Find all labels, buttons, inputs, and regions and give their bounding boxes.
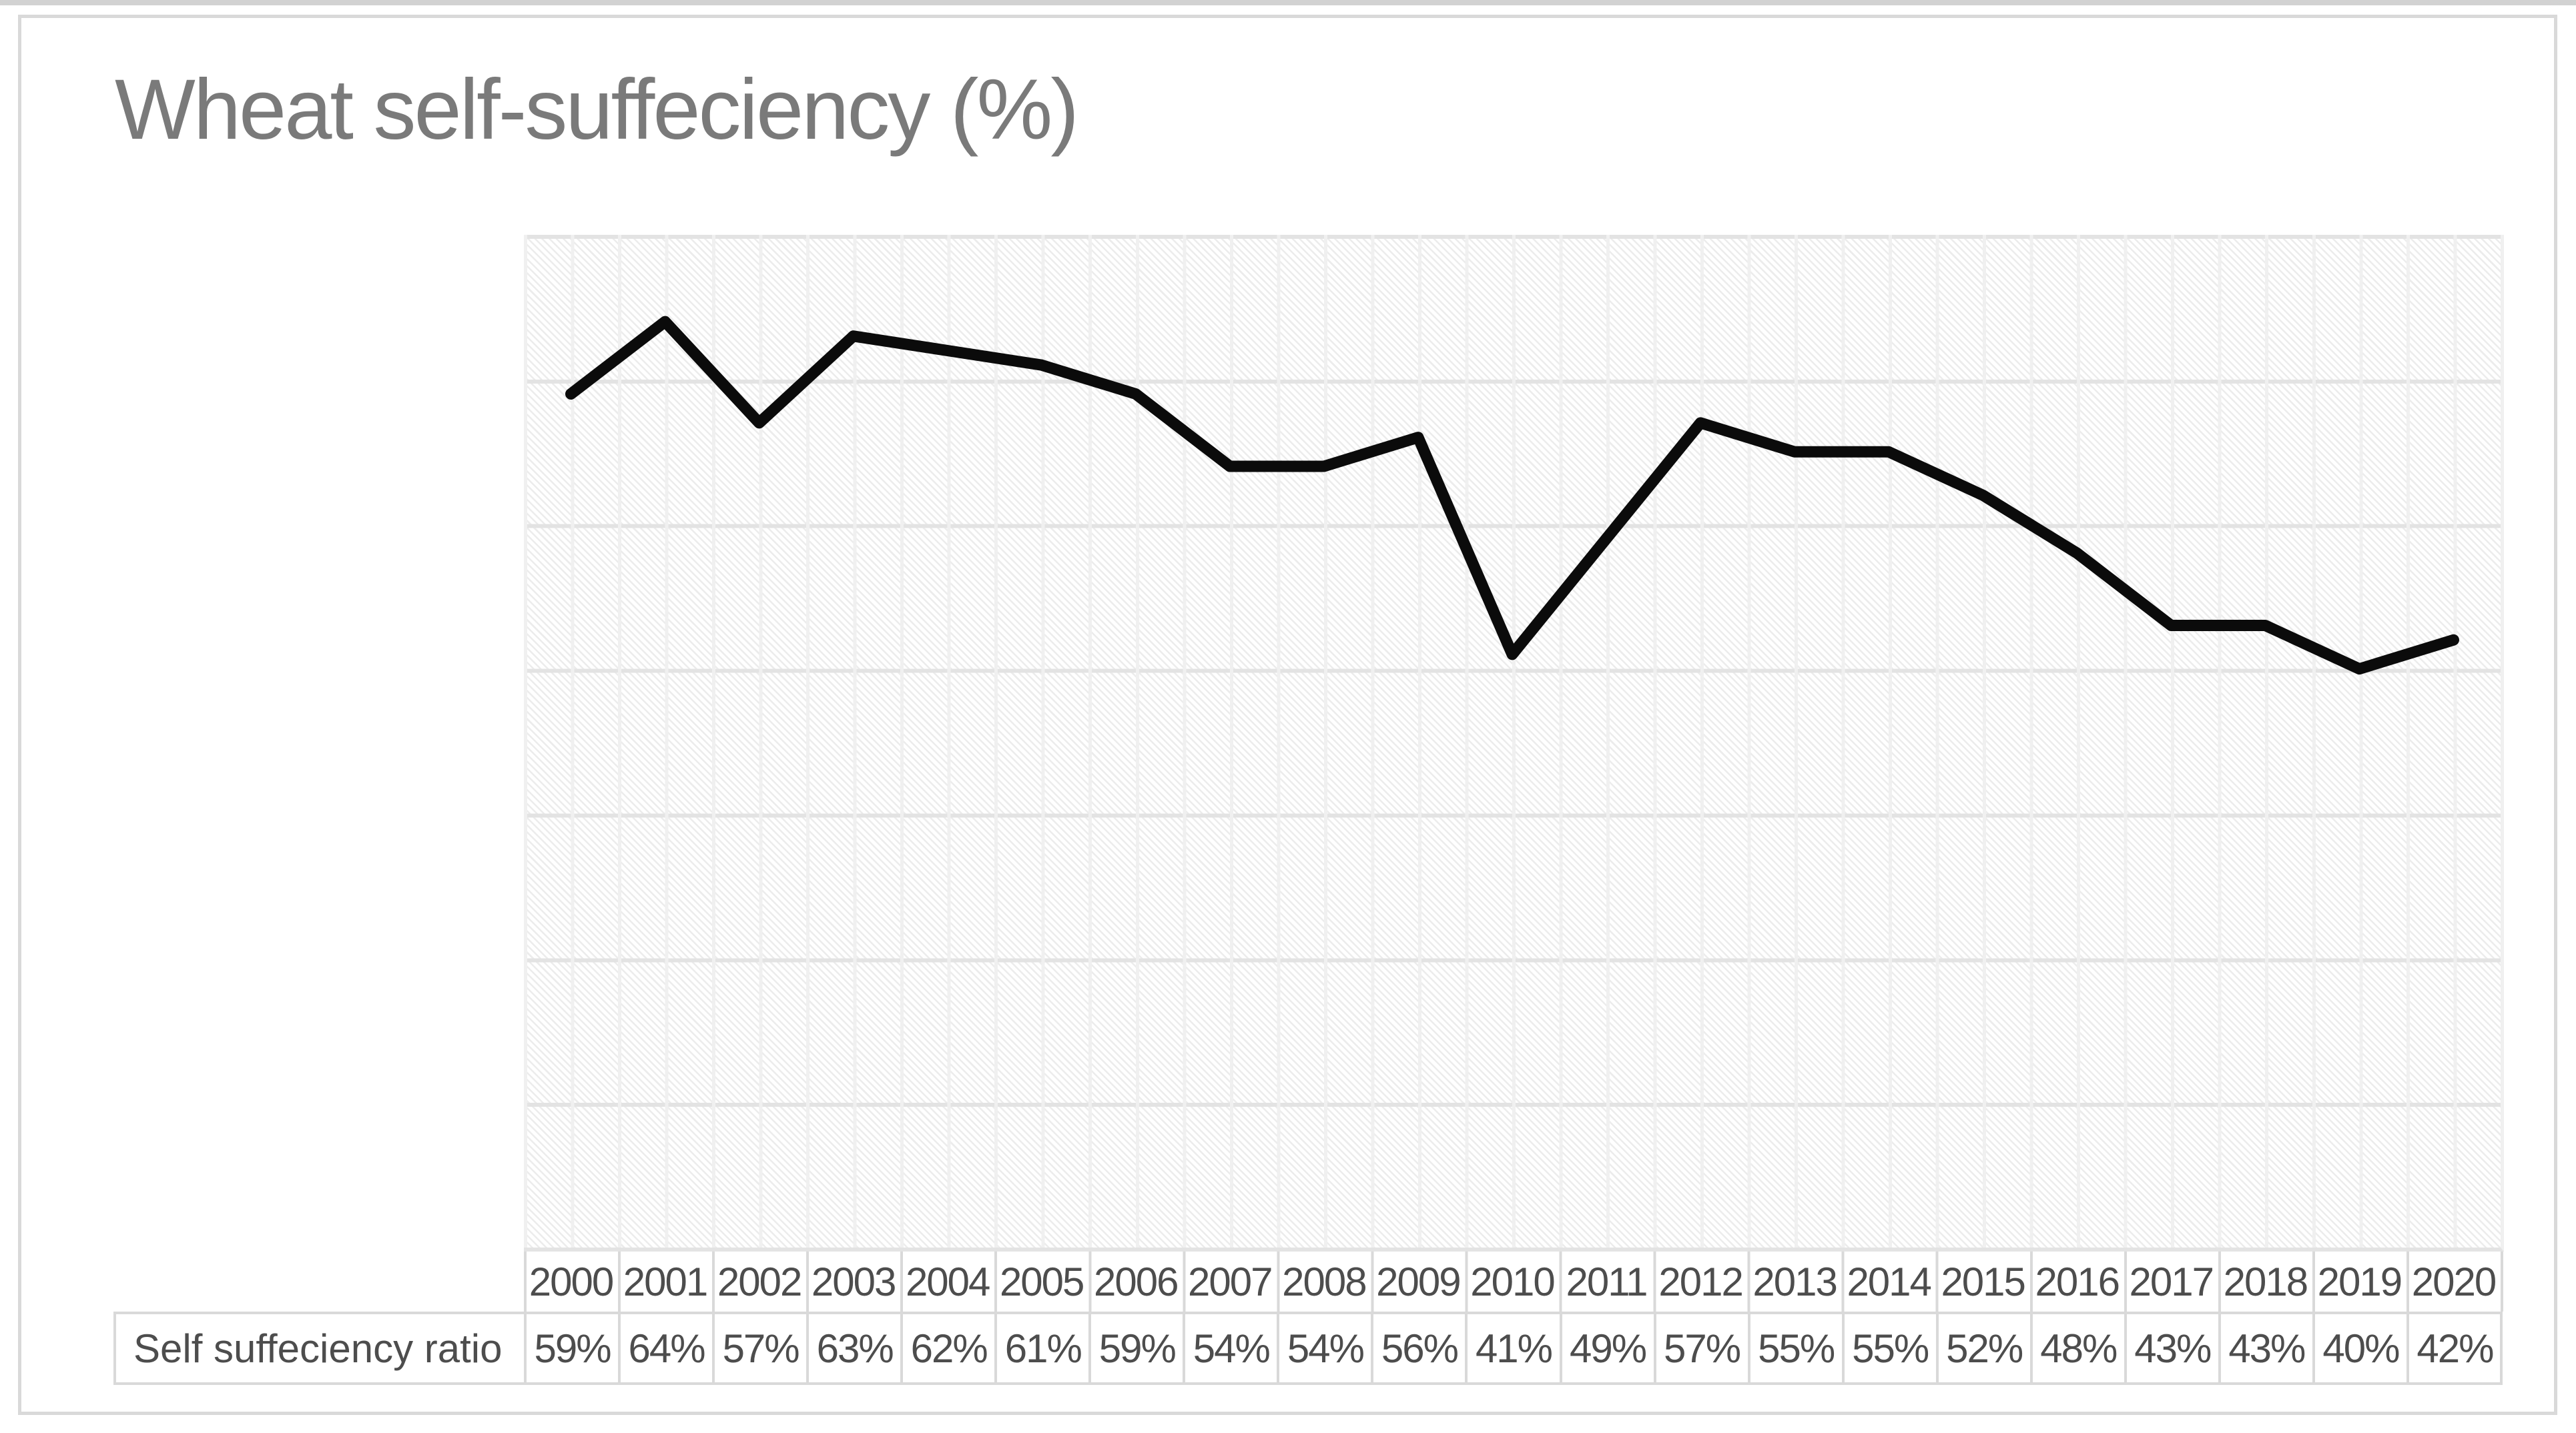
table-value-cell-2005: 61%: [994, 1314, 1088, 1382]
x-axis-label-2019: 2019: [2317, 1260, 2402, 1304]
x-axis-label-2016: 2016: [2035, 1260, 2120, 1304]
table-value-cell-2011: 49%: [1559, 1314, 1654, 1382]
table-value-cell-2019: 40%: [2312, 1314, 2406, 1382]
x-axis-label-2006: 2006: [1094, 1260, 1179, 1304]
plot-area: [524, 235, 2504, 1252]
x-axis-label-2005: 2005: [999, 1260, 1084, 1304]
x-axis-label-2000: 2000: [529, 1260, 614, 1304]
x-axis-label-2018: 2018: [2223, 1260, 2308, 1304]
x-axis-label-2009: 2009: [1376, 1260, 1461, 1304]
table-value-cell-2004: 62%: [900, 1314, 994, 1382]
x-axis-label-2012: 2012: [1658, 1260, 1743, 1304]
x-axis-label-2010: 2010: [1470, 1260, 1555, 1304]
table-value-cell-2001: 64%: [618, 1314, 712, 1382]
x-axis-label-2011: 2011: [1566, 1260, 1648, 1304]
x-axis-label-2008: 2008: [1282, 1260, 1367, 1304]
window-edge-strip: [0, 0, 2576, 5]
x-axis-label-2013: 2013: [1752, 1260, 1837, 1304]
x-axis-label-2007: 2007: [1188, 1260, 1273, 1304]
table-value-cell-2018: 43%: [2218, 1314, 2312, 1382]
x-axis-label-2004: 2004: [905, 1260, 990, 1304]
x-axis-label-2014: 2014: [1847, 1260, 1931, 1304]
chart-title: Wheat self-suffeciency (%): [115, 62, 1079, 157]
series-line: [565, 316, 2459, 675]
table-value-cell-2007: 54%: [1183, 1314, 1277, 1382]
table-value-cell-2012: 57%: [1653, 1314, 1748, 1382]
x-axis-label-2001: 2001: [623, 1260, 708, 1304]
row-label-cell: Self suffeciency ratio: [133, 1326, 503, 1371]
table-value-cell-2010: 41%: [1465, 1314, 1559, 1382]
table-value-cell-2015: 52%: [1935, 1314, 2030, 1382]
data-table: Self suffeciency ratio 59% 64% 57% 63% 62% 61…: [113, 1312, 2503, 1385]
x-axis-label-2002: 2002: [717, 1260, 802, 1304]
x-axis-band: 2000 2001 2002 2003 2004 2005 2006 2007 2008 2009…: [524, 1252, 2503, 1312]
x-axis-label-2017: 2017: [2129, 1260, 2214, 1304]
series-line-svg: [565, 316, 2459, 675]
x-axis-label-2003: 2003: [811, 1260, 896, 1304]
table-value-cell-2016: 48%: [2029, 1314, 2124, 1382]
table-value-cell-2020: 42%: [2406, 1314, 2501, 1382]
table-value-cell-2003: 63%: [806, 1314, 900, 1382]
table-value-cell-2008: 54%: [1277, 1314, 1371, 1382]
table-value-cell-2000: 59%: [524, 1314, 618, 1382]
table-value-cell-2009: 56%: [1371, 1314, 1465, 1382]
x-axis-label-2015: 2015: [1941, 1260, 2025, 1304]
table-value-cell-2006: 59%: [1088, 1314, 1183, 1382]
table-value-cell-2014: 55%: [1841, 1314, 1936, 1382]
x-axis-label-2020: 2020: [2411, 1260, 2497, 1304]
table-value-cell-2017: 43%: [2124, 1314, 2218, 1382]
table-value-cell-2002: 57%: [712, 1314, 806, 1382]
table-value-cell-2013: 55%: [1747, 1314, 1842, 1382]
